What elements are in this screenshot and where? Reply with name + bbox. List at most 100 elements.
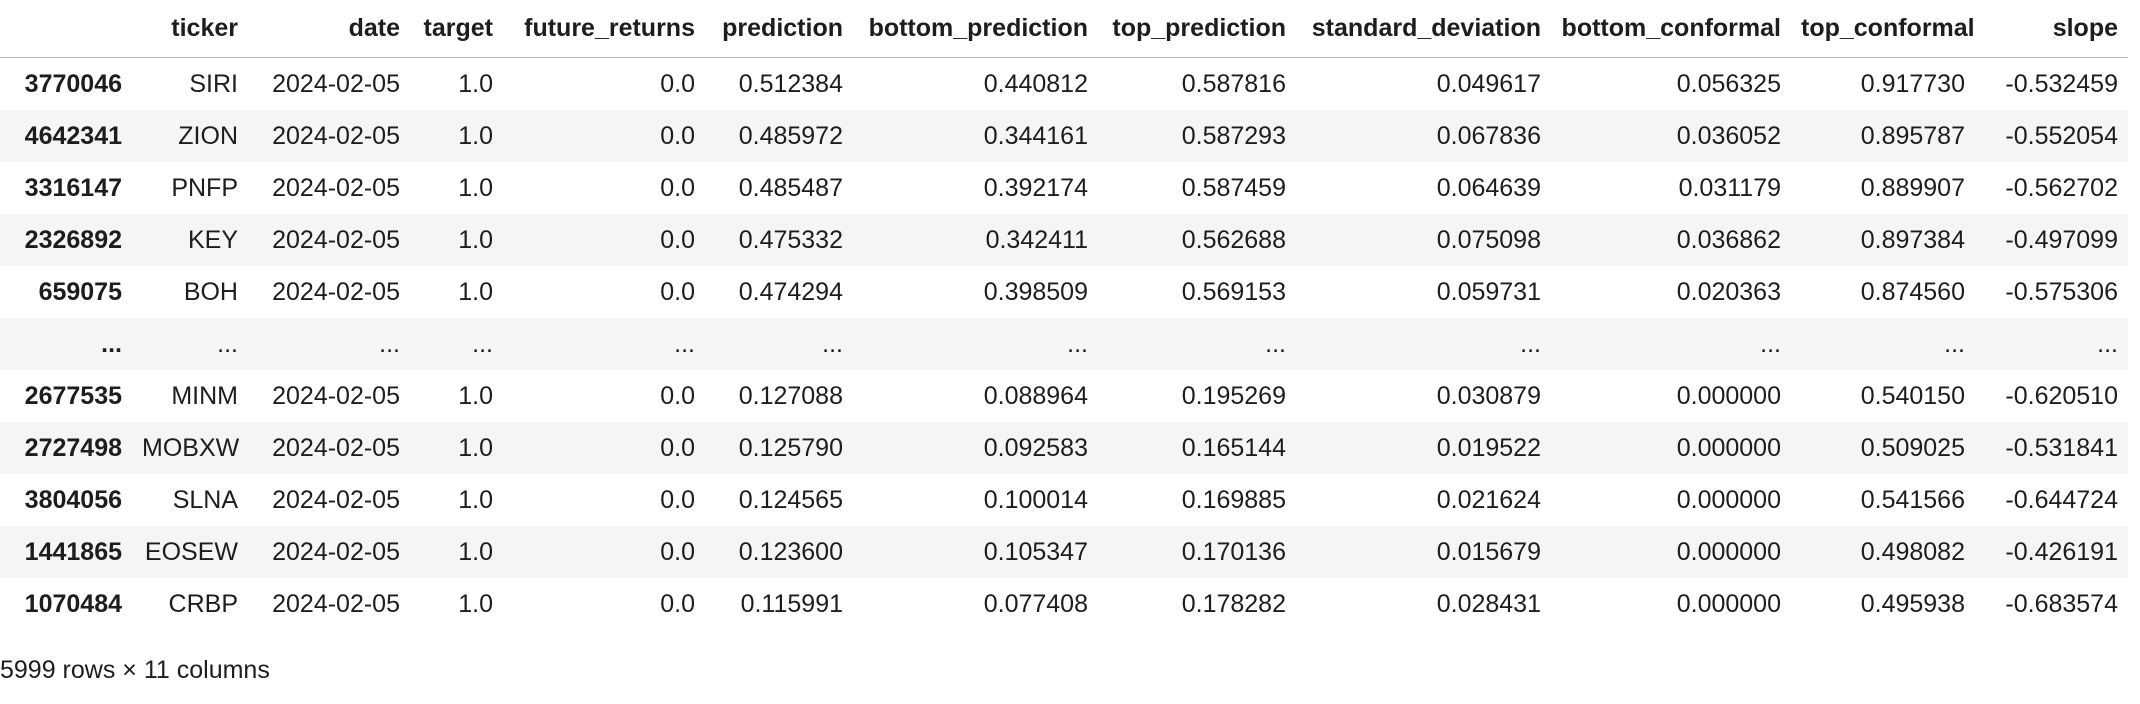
cell-prediction: 0.512384 (738, 69, 843, 98)
cell-ticker: KEY (187, 225, 238, 254)
cell-slope: -0.426191 (2005, 537, 2118, 566)
index-column-header (0, 0, 132, 58)
cell-bottom_conformal: ... (1760, 329, 1781, 358)
cell-target: 1.0 (458, 433, 493, 462)
cell-top_conformal: 0.897384 (1860, 225, 1965, 254)
cell-date: 2024-02-05 (272, 225, 400, 254)
cell-prediction: 0.123600 (738, 537, 843, 566)
cell-ticker: CRBP (168, 589, 238, 618)
cell-bottom_prediction: 0.440812 (983, 69, 1088, 98)
cell-top_prediction: 0.165144 (1181, 433, 1286, 462)
cell-future_returns: 0.0 (660, 537, 695, 566)
cell-future_returns: 0.0 (660, 433, 695, 462)
cell-target: 1.0 (458, 537, 493, 566)
cell-target: ... (472, 329, 493, 358)
cell-date: 2024-02-05 (272, 69, 400, 98)
col-header-top_prediction: top_prediction (1098, 0, 1296, 58)
cell-date: 2024-02-05 (272, 277, 400, 306)
cell-standard_deviation: 0.021624 (1436, 485, 1541, 514)
cell-date: 2024-02-05 (272, 433, 400, 462)
cell-future_returns: 0.0 (660, 277, 695, 306)
cell-future_returns: 0.0 (660, 225, 695, 254)
cell-ticker: SLNA (172, 485, 238, 514)
cell-slope: -0.575306 (2005, 277, 2118, 306)
cell-top_conformal: 0.895787 (1860, 121, 1965, 150)
ellipsis-row: .................................... (0, 318, 2128, 370)
row-index: 2326892 (24, 225, 122, 254)
table-row: 3316147 PNFP 2024-02-05 1.0 0.0 0.485487 0.392… (0, 162, 2128, 214)
col-header-top_conformal: top_conformal (1791, 0, 1975, 58)
cell-ticker: SIRI (189, 69, 238, 98)
cell-bottom_conformal: 0.000000 (1676, 381, 1781, 410)
cell-prediction: 0.125790 (738, 433, 843, 462)
table-row: 4642341 ZION 2024-02-05 1.0 0.0 0.485972 0.344… (0, 110, 2128, 162)
cell-top_prediction: ... (1265, 329, 1286, 358)
cell-bottom_conformal: 0.056325 (1676, 69, 1781, 98)
cell-top_conformal: 0.917730 (1860, 69, 1965, 98)
cell-bottom_prediction: 0.344161 (983, 121, 1088, 150)
cell-bottom_conformal: 0.000000 (1676, 589, 1781, 618)
cell-ticker: ZION (178, 121, 238, 150)
cell-top_conformal: 0.889907 (1860, 173, 1965, 202)
cell-standard_deviation: 0.015679 (1436, 537, 1541, 566)
cell-prediction: ... (822, 329, 843, 358)
cell-target: 1.0 (458, 485, 493, 514)
cell-future_returns: 0.0 (660, 69, 695, 98)
cell-bottom_prediction: 0.105347 (983, 537, 1088, 566)
cell-target: 1.0 (458, 121, 493, 150)
cell-prediction: 0.485487 (738, 173, 843, 202)
col-header-target: target (410, 0, 503, 58)
cell-bottom_conformal: 0.031179 (1678, 173, 1781, 202)
cell-target: 1.0 (458, 225, 493, 254)
row-index: 659075 (38, 277, 122, 306)
cell-date: 2024-02-05 (272, 121, 400, 150)
row-index: 2727498 (24, 433, 122, 462)
table-row: 3770046 SIRI 2024-02-05 1.0 0.0 0.512384 0.440… (0, 58, 2128, 111)
cell-standard_deviation: 0.067836 (1436, 121, 1541, 150)
table-body: 3770046 SIRI 2024-02-05 1.0 0.0 0.512384 0.440… (0, 58, 2128, 631)
header-row: ticker date target future_returns prediction… (0, 0, 2128, 58)
cell-bottom_conformal: 0.020363 (1676, 277, 1781, 306)
col-header-bottom_prediction: bottom_prediction (853, 0, 1098, 58)
cell-bottom_conformal: 0.000000 (1676, 433, 1781, 462)
cell-target: 1.0 (458, 173, 493, 202)
cell-standard_deviation: 0.059731 (1436, 277, 1541, 306)
col-header-future_returns: future_returns (503, 0, 705, 58)
cell-ticker: EOSEW (144, 537, 238, 566)
cell-top_prediction: 0.195269 (1181, 381, 1286, 410)
cell-standard_deviation: 0.019522 (1436, 433, 1541, 462)
cell-prediction: 0.115991 (740, 589, 843, 618)
cell-prediction: 0.475332 (738, 225, 843, 254)
cell-slope: -0.532459 (2005, 69, 2118, 98)
cell-slope: -0.620510 (2005, 381, 2118, 410)
row-index: 3770046 (24, 69, 122, 98)
table-row: 2727498 MOBXW 2024-02-05 1.0 0.0 0.125790 0.09… (0, 422, 2128, 474)
cell-slope: ... (2097, 329, 2118, 358)
cell-standard_deviation: 0.075098 (1436, 225, 1541, 254)
cell-top_conformal: 0.541566 (1860, 485, 1965, 514)
row-index: 3316147 (24, 173, 122, 202)
cell-standard_deviation: ... (1520, 329, 1541, 358)
cell-standard_deviation: 0.064639 (1436, 173, 1541, 202)
cell-prediction: 0.127088 (738, 381, 843, 410)
row-index: 2677535 (24, 381, 122, 410)
cell-future_returns: 0.0 (660, 121, 695, 150)
cell-prediction: 0.485972 (738, 121, 843, 150)
table-dimensions: 5999 rows × 11 columns (0, 656, 270, 684)
table-row: 2677535 MINM 2024-02-05 1.0 0.0 0.127088 0.088… (0, 370, 2128, 422)
cell-ticker: BOH (183, 277, 238, 306)
cell-target: 1.0 (458, 589, 493, 618)
table-header: ticker date target future_returns prediction… (0, 0, 2128, 58)
cell-slope: -0.644724 (2005, 485, 2118, 514)
col-header-date: date (248, 0, 410, 58)
cell-top_prediction: 0.587816 (1181, 69, 1286, 98)
cell-date: ... (379, 329, 400, 358)
dataframe-output: ticker date target future_returns prediction… (0, 0, 2128, 684)
cell-top_conformal: 0.498082 (1860, 537, 1965, 566)
cell-bottom_prediction: 0.100014 (983, 485, 1088, 514)
cell-slope: -0.552054 (2005, 121, 2118, 150)
cell-bottom_conformal: 0.000000 (1676, 485, 1781, 514)
cell-standard_deviation: 0.030879 (1436, 381, 1541, 410)
table-row: 1070484 CRBP 2024-02-05 1.0 0.0 0.115991 0.077… (0, 578, 2128, 630)
